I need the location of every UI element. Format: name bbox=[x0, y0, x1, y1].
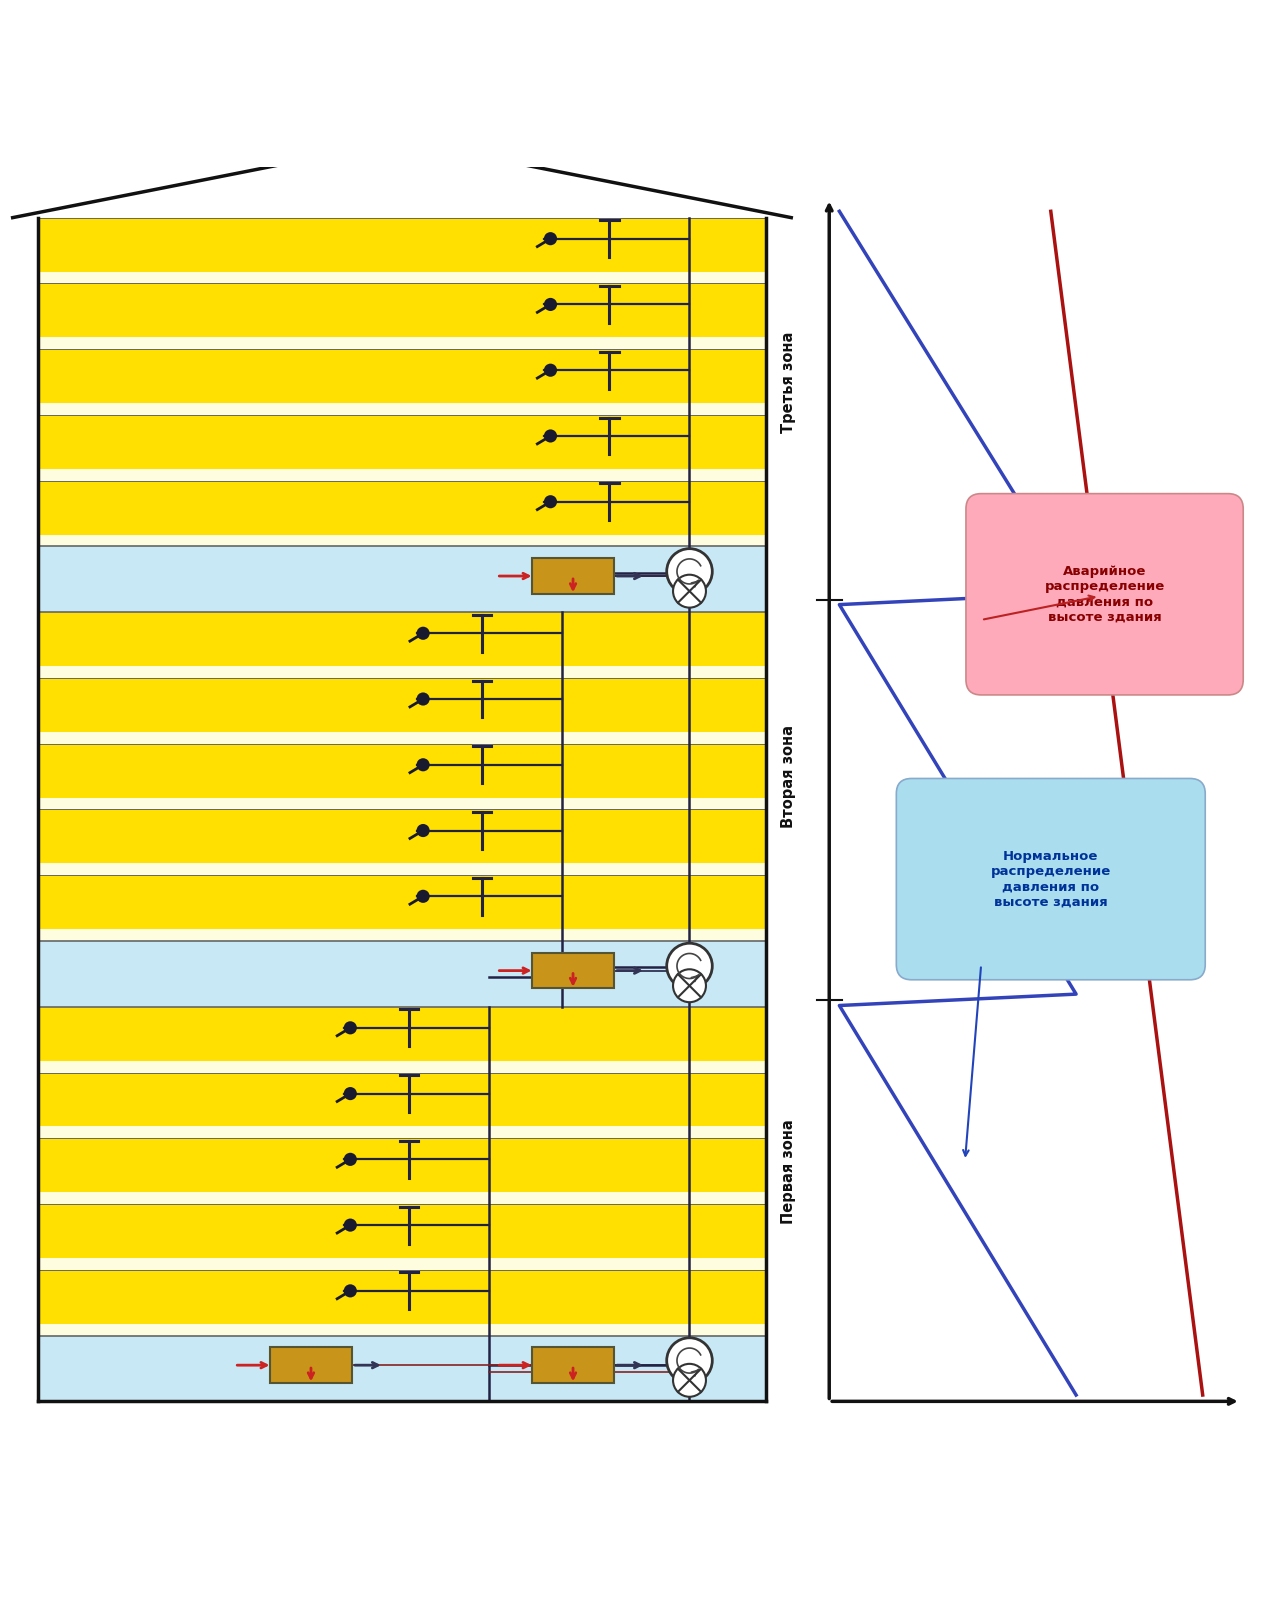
Circle shape bbox=[417, 627, 429, 640]
Text: Третья зона: Третья зона bbox=[781, 331, 796, 432]
Bar bbox=[38, 1072, 766, 1126]
Bar bbox=[270, 1347, 352, 1382]
Bar bbox=[532, 954, 614, 989]
Circle shape bbox=[674, 970, 706, 1002]
Bar bbox=[38, 480, 766, 534]
Bar bbox=[38, 547, 766, 613]
Bar bbox=[38, 349, 766, 403]
Bar bbox=[38, 1138, 766, 1192]
Bar bbox=[38, 218, 766, 272]
Text: Нормальное
распределение
давления по
высоте здания: Нормальное распределение давления по выс… bbox=[991, 850, 1110, 909]
Circle shape bbox=[417, 758, 429, 771]
Bar bbox=[38, 613, 766, 666]
Bar bbox=[38, 1258, 766, 1270]
Bar bbox=[38, 1205, 766, 1258]
Circle shape bbox=[667, 1338, 713, 1384]
Bar bbox=[38, 941, 766, 1006]
Bar bbox=[38, 534, 766, 547]
Circle shape bbox=[544, 494, 557, 509]
Circle shape bbox=[544, 429, 557, 443]
Circle shape bbox=[544, 298, 557, 310]
Circle shape bbox=[674, 1363, 706, 1397]
Bar bbox=[38, 666, 766, 678]
Bar bbox=[38, 1270, 766, 1323]
Bar bbox=[38, 414, 766, 469]
Bar bbox=[38, 810, 766, 864]
FancyBboxPatch shape bbox=[896, 779, 1205, 979]
Bar bbox=[38, 864, 766, 875]
Bar bbox=[38, 1192, 766, 1205]
Circle shape bbox=[674, 574, 706, 608]
Bar bbox=[38, 678, 766, 731]
Bar bbox=[38, 731, 766, 744]
Bar bbox=[38, 930, 766, 941]
Circle shape bbox=[417, 824, 429, 837]
Bar bbox=[38, 1061, 766, 1072]
Circle shape bbox=[544, 232, 557, 245]
Circle shape bbox=[417, 890, 429, 902]
FancyBboxPatch shape bbox=[966, 494, 1243, 694]
Bar bbox=[38, 1336, 766, 1402]
Circle shape bbox=[544, 363, 557, 376]
Bar bbox=[38, 469, 766, 480]
Bar bbox=[38, 338, 766, 349]
Bar bbox=[532, 558, 614, 594]
Circle shape bbox=[343, 1219, 357, 1232]
Bar bbox=[38, 875, 766, 930]
Circle shape bbox=[417, 693, 429, 706]
Bar bbox=[38, 1006, 766, 1061]
Circle shape bbox=[343, 1285, 357, 1298]
Circle shape bbox=[343, 1021, 357, 1034]
Circle shape bbox=[667, 549, 713, 594]
Bar bbox=[532, 1347, 614, 1382]
Bar bbox=[38, 798, 766, 810]
Bar bbox=[38, 403, 766, 414]
Bar bbox=[38, 1126, 766, 1138]
Bar bbox=[38, 744, 766, 798]
Text: Первая зона: Первая зона bbox=[781, 1118, 796, 1224]
Bar bbox=[38, 272, 766, 283]
Text: Вторая зона: Вторая зона bbox=[781, 725, 796, 829]
Circle shape bbox=[343, 1152, 357, 1166]
Bar bbox=[38, 1323, 766, 1336]
Circle shape bbox=[343, 1086, 357, 1101]
Text: Аварийное
распределение
давления по
высоте здания: Аварийное распределение давления по высо… bbox=[1044, 565, 1165, 624]
Circle shape bbox=[667, 944, 713, 989]
Bar bbox=[38, 283, 766, 338]
